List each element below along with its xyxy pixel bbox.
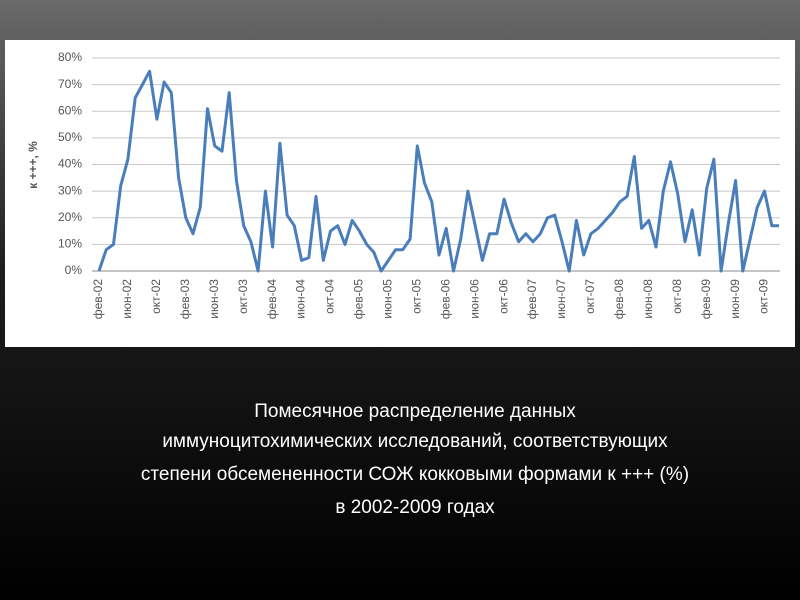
x-tick-label: окт-06 (496, 279, 510, 314)
x-tick-label: июн-05 (381, 279, 395, 319)
x-tick-label: июн-06 (467, 279, 481, 319)
y-axis-label: к +++, % (26, 141, 40, 189)
x-tick-label: июн-03 (207, 279, 221, 319)
x-tick-label: окт-07 (583, 279, 597, 314)
data-line (97, 69, 779, 273)
x-tick-label: окт-05 (409, 279, 423, 314)
x-tick-label: июн-02 (120, 279, 134, 319)
caption: иммуноцитохимических исследований, соотв… (162, 431, 668, 452)
x-tick-label: окт-04 (323, 279, 337, 314)
x-tick-label: окт-03 (236, 279, 250, 314)
caption: Помесячное распределение данных (254, 401, 576, 422)
x-tick-label: фев-03 (178, 279, 192, 320)
x-tick-label: фев-07 (525, 279, 539, 320)
x-tick-label: фев-09 (699, 279, 713, 320)
x-tick-label: фев-04 (265, 279, 279, 320)
y-tick-label: 50% (58, 130, 82, 144)
caption: в 2002-2009 годах (335, 497, 495, 518)
y-tick-label: 80% (58, 50, 82, 64)
x-tick-label: июн-04 (294, 279, 308, 319)
x-tick-label: фев-08 (612, 279, 626, 320)
y-tick-label: 60% (58, 103, 82, 117)
x-tick-label: июн-07 (554, 279, 568, 319)
x-tick-label: фев-02 (91, 279, 105, 320)
y-tick-label: 0% (65, 263, 83, 277)
x-tick-label: июн-08 (641, 279, 655, 319)
y-tick-label: 20% (58, 210, 82, 224)
x-tick-label: фев-06 (438, 279, 452, 320)
y-tick-label: 30% (58, 183, 82, 197)
y-tick-label: 70% (58, 77, 82, 91)
x-tick-label: окт-02 (149, 279, 163, 314)
x-tick-label: окт-09 (757, 279, 771, 314)
x-tick-label: фев-05 (352, 279, 366, 320)
y-tick-label: 10% (58, 237, 82, 251)
x-tick-label: окт-08 (670, 279, 684, 314)
caption: степени обсемененности СОЖ кокковыми фор… (141, 464, 689, 485)
x-tick-label: июн-09 (728, 279, 742, 319)
y-tick-label: 40% (58, 157, 82, 171)
